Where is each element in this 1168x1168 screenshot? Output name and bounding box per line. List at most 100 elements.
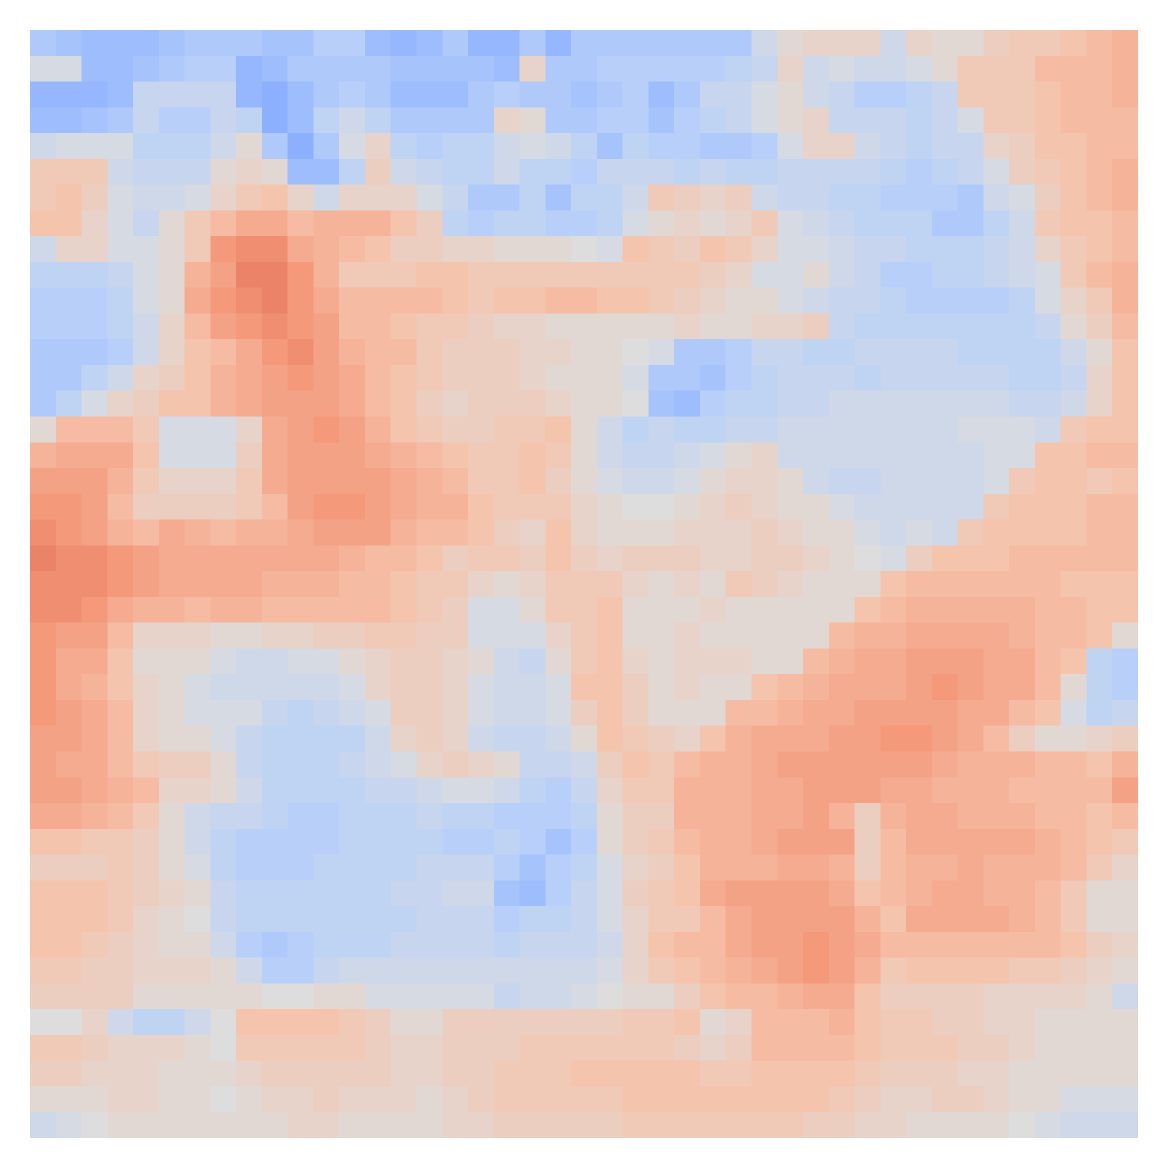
heatmap-cell (55, 854, 83, 881)
heatmap-cell (983, 416, 1010, 443)
heatmap-cell (803, 287, 830, 315)
heatmap-cell (983, 725, 1010, 753)
heatmap-cell (854, 751, 881, 778)
heatmap-cell (158, 1034, 186, 1062)
heatmap-cell (674, 596, 701, 624)
heatmap-cell (1034, 725, 1062, 753)
heatmap-cell (81, 81, 108, 108)
heatmap-cell (30, 519, 57, 546)
heatmap-cell (1086, 364, 1113, 392)
heatmap-cell (906, 364, 933, 392)
heatmap-cell (416, 648, 443, 675)
heatmap-cell (390, 648, 418, 675)
heatmap-cell (880, 468, 907, 495)
heatmap-cell (571, 648, 598, 675)
heatmap-cell (906, 390, 933, 418)
heatmap-cell (1009, 416, 1036, 443)
heatmap-cell (931, 287, 959, 315)
heatmap-cell (133, 210, 160, 237)
heatmap-cell (957, 261, 984, 289)
heatmap-cell (55, 725, 83, 753)
heatmap-cell (158, 468, 186, 495)
heatmap-cell (751, 1112, 778, 1138)
heatmap-cell (699, 983, 727, 1010)
heatmap-cell (699, 158, 727, 186)
heatmap-cell (957, 854, 984, 881)
heatmap-cell (236, 828, 263, 856)
heatmap-cell (339, 1009, 366, 1036)
heatmap-cell (313, 133, 340, 160)
heatmap-cell (906, 648, 933, 675)
heatmap-cell (210, 158, 237, 186)
heatmap-cell (1112, 442, 1138, 469)
heatmap-cell (339, 210, 366, 237)
heatmap-cell (854, 803, 881, 830)
heatmap-cell (674, 468, 701, 495)
heatmap-cell (880, 777, 907, 804)
heatmap-cell (648, 416, 675, 443)
heatmap-cell (107, 30, 134, 57)
heatmap-cell (931, 699, 959, 727)
heatmap-cell (416, 313, 443, 340)
heatmap-cell (983, 107, 1010, 134)
heatmap-cell (674, 674, 701, 701)
heatmap-cell (519, 236, 546, 263)
heatmap-cell (364, 519, 392, 546)
heatmap-cell (751, 364, 778, 392)
heatmap-cell (596, 674, 624, 701)
heatmap-cell (571, 699, 598, 727)
heatmap-cell (236, 596, 263, 624)
heatmap-cell (725, 184, 753, 211)
heatmap-cell (880, 725, 907, 753)
heatmap-cell (184, 751, 211, 778)
heatmap-cell (287, 416, 315, 443)
heatmap-cell (880, 1086, 907, 1113)
heatmap-cell (287, 236, 315, 263)
heatmap-cell (287, 545, 315, 572)
heatmap-cell (725, 1112, 753, 1138)
heatmap-cell (133, 364, 160, 392)
heatmap-cell (493, 107, 521, 134)
heatmap-cell (364, 957, 392, 984)
heatmap-cell (674, 133, 701, 160)
heatmap-cell (751, 236, 778, 263)
heatmap-cell (30, 210, 57, 237)
heatmap-cell (1112, 30, 1138, 57)
heatmap-cell (1034, 622, 1062, 650)
heatmap-cell (364, 1112, 392, 1138)
heatmap-cell (287, 571, 315, 598)
heatmap-cell (1112, 158, 1138, 186)
heatmap-cell (30, 777, 57, 804)
heatmap-cell (931, 983, 959, 1010)
heatmap-cell (184, 854, 211, 881)
heatmap-cell (416, 442, 443, 469)
heatmap-cell (158, 442, 186, 469)
heatmap-cell (339, 1034, 366, 1062)
heatmap-cell (339, 596, 366, 624)
heatmap-cell (957, 210, 984, 237)
heatmap-cell (364, 236, 392, 263)
heatmap-cell (236, 30, 263, 57)
heatmap-cell (519, 906, 546, 933)
heatmap-cell (983, 133, 1010, 160)
heatmap-cell (493, 803, 521, 830)
heatmap-cell (1034, 1060, 1062, 1088)
heatmap-cell (751, 133, 778, 160)
heatmap-cell (699, 81, 727, 108)
heatmap-cell (416, 674, 443, 701)
heatmap-cell (1112, 364, 1138, 392)
heatmap-cell (674, 107, 701, 134)
heatmap-cell (1086, 339, 1113, 366)
heatmap-cell (390, 983, 418, 1010)
heatmap-cell (648, 287, 675, 315)
heatmap-cell (725, 828, 753, 856)
heatmap-cell (674, 390, 701, 418)
heatmap-cell (107, 854, 134, 881)
heatmap-cell (1060, 931, 1088, 959)
heatmap-cell (1034, 983, 1062, 1010)
heatmap-cell (545, 725, 572, 753)
heatmap-cell (906, 622, 933, 650)
heatmap-cell (828, 751, 856, 778)
heatmap-cell (1086, 313, 1113, 340)
heatmap-cell (210, 364, 237, 392)
